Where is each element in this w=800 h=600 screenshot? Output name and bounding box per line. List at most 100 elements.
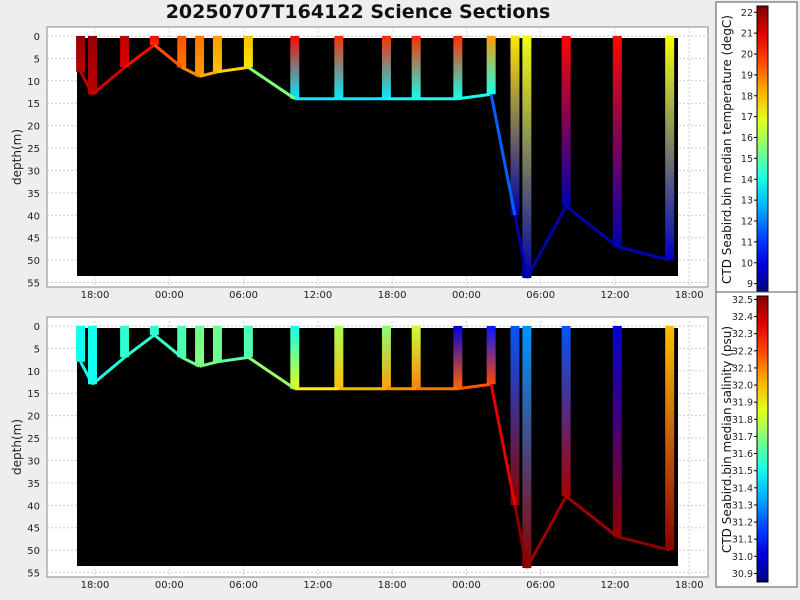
y-tick-label: 10	[27, 77, 40, 88]
y-tick-label: 55	[27, 279, 40, 290]
bottom-trace-segment	[181, 66, 201, 78]
colorbar-tick-label: 32.3	[732, 329, 753, 340]
bottom-trace-segment	[79, 361, 94, 385]
colorbar-tick-label: 15	[741, 154, 753, 165]
x-tick-label: 06:00	[229, 290, 258, 300]
colorbar-tick-label: 32.1	[732, 363, 753, 374]
x-tick-label: 00:00	[155, 580, 184, 590]
profile-cast	[290, 35, 300, 99]
profile-cast	[453, 35, 463, 99]
bottom-trace-segment	[123, 333, 156, 359]
bottom-trace-segment	[247, 356, 296, 390]
x-tick-label: 18:00	[81, 580, 110, 590]
colorbar-tick-label: 32.4	[732, 312, 753, 323]
bottom-trace-segment	[199, 360, 218, 368]
colorbar-tick-label: 20	[741, 50, 753, 61]
colorbar-tick-label: 32.5	[732, 295, 753, 306]
profile-cast	[212, 35, 222, 72]
bottom-trace-segment	[489, 383, 517, 506]
profile-cast	[212, 325, 222, 362]
y-tick-label: 35	[27, 479, 40, 490]
no-data-field	[77, 38, 678, 276]
bottom-trace-segment	[565, 205, 619, 248]
y-tick-label: 45	[27, 524, 40, 535]
bottom-trace-segment	[153, 333, 183, 359]
x-tick-label: 06:00	[526, 290, 555, 300]
x-tick-label: 18:00	[675, 290, 704, 300]
profile-cast	[177, 325, 187, 358]
y-tick-label: 20	[27, 122, 40, 133]
bottom-trace-segment	[217, 65, 249, 74]
colorbar-tick-label: 31.8	[732, 415, 753, 426]
y-tick-label: 50	[27, 256, 40, 267]
y-tick-label: 15	[27, 389, 40, 400]
temperature-section-panel: 0 5 10 15 20 25 30 35 40 45 50 55 18:00 00:00 06:00 12:…	[10, 1, 798, 300]
y-tick-label: 30	[27, 456, 40, 467]
profile-cast	[243, 35, 253, 68]
colorbar-tick-label: 16	[741, 133, 753, 144]
colorbar-gradient	[756, 295, 769, 583]
y-tick-label: 40	[27, 501, 40, 512]
colorbar-tick-label: 31.2	[732, 518, 753, 529]
bottom-trace-segment	[616, 245, 671, 262]
profile-cast	[195, 35, 205, 77]
bottom-trace-segment	[525, 495, 568, 569]
profile-cast	[381, 35, 391, 99]
bottom-trace-segment	[513, 214, 529, 279]
x-tick-label: 00:00	[452, 290, 481, 300]
profile-cast	[612, 325, 622, 537]
y-tick-label: 25	[27, 144, 40, 155]
x-tick-label: 06:00	[526, 580, 555, 590]
colorbar-tick-label: 18	[741, 91, 753, 102]
bottom-trace-segment	[247, 66, 296, 100]
profile-cast	[486, 325, 496, 385]
profile-cast	[243, 325, 253, 358]
colorbar-tick-label: 22	[741, 8, 753, 19]
bottom-trace-segment	[565, 495, 619, 538]
y-tick-label: 45	[27, 234, 40, 245]
profile-cast	[195, 325, 205, 367]
y-tick-label: 0	[34, 322, 40, 333]
colorbar-tick-label: 19	[741, 70, 753, 81]
y-axis-label: depth(m)	[10, 419, 24, 475]
y-axis-label: depth(m)	[10, 129, 24, 185]
y-tick-label: 0	[34, 32, 40, 43]
y-tick-label: 30	[27, 166, 40, 177]
profile-cast	[381, 325, 391, 389]
bottom-trace-segment	[513, 504, 529, 569]
colorbar-tick-label: 31.5	[732, 466, 753, 477]
profile-cast	[510, 325, 520, 506]
salinity-section-panel: 0 5 10 15 20 25 30 35 40 45 50 55 18:00 00:00 06:00 12:…	[10, 291, 798, 590]
profile-cast	[665, 35, 675, 261]
colorbar-label: CTD Seabird.bin median temperature (degC…	[720, 15, 734, 284]
profile-cast	[120, 35, 130, 68]
profile-cast	[87, 325, 97, 385]
profile-cast	[561, 325, 571, 497]
profile-cast	[290, 325, 300, 389]
bottom-trace-segment	[79, 71, 94, 95]
x-tick-label: 12:00	[601, 580, 630, 590]
colorbar-tick-label: 31.0	[732, 552, 753, 563]
profile-cast	[149, 325, 159, 335]
chart-title: 20250707T164122 Science Sections	[165, 1, 551, 23]
profile-cast	[453, 325, 463, 389]
colorbar-tick-label: 12	[741, 217, 753, 228]
y-tick-label: 10	[27, 367, 40, 378]
colorbar-tick-label: 14	[741, 175, 753, 186]
colorbar-label: CTD Seabird.bin median salinity (psu)	[720, 326, 734, 553]
profile-cast	[486, 35, 496, 95]
y-tick-label: 50	[27, 546, 40, 557]
x-tick-label: 00:00	[155, 290, 184, 300]
colorbar-tick-label: 32.0	[732, 381, 753, 392]
profile-cast	[561, 35, 571, 207]
bottom-trace-segment	[616, 535, 671, 552]
colorbar-tick-label: 32.2	[732, 346, 753, 357]
profile-cast	[612, 35, 622, 247]
bottom-trace-segment	[91, 356, 126, 386]
y-tick-label: 5	[34, 344, 40, 355]
x-tick-label: 06:00	[229, 580, 258, 590]
y-tick-label: 25	[27, 434, 40, 445]
colorbar-tick-label: 31.9	[732, 398, 753, 409]
colorbar-tick-label: 30.9	[732, 569, 753, 580]
colorbar-tick-label: 21	[741, 29, 753, 40]
